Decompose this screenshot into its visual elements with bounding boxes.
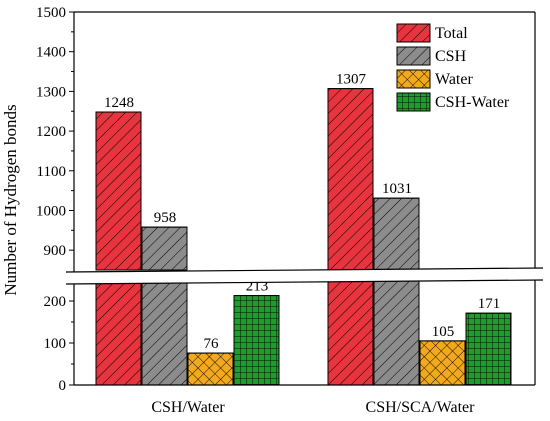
bar-pattern-csh-csh-sca-water-seg0 (373, 279, 420, 386)
bar-pattern-total-csh-water-seg0 (95, 279, 142, 386)
x-tick-label: CSH/Water (151, 399, 225, 416)
y-tick-label: 900 (44, 243, 67, 259)
legend-label-water: Water (435, 71, 473, 88)
data-label-csh-csh-water: 958 (154, 210, 177, 226)
bar-pattern-total-csh-sca-water-seg1 (327, 88, 374, 271)
y-tick-label: 1400 (36, 45, 66, 61)
bar-pattern-csh-water-csh-water (233, 295, 280, 386)
data-label-water-csh-water: 76 (204, 336, 220, 352)
y-tick-label: 1300 (36, 84, 66, 100)
legend-swatch-pattern-total (396, 23, 431, 43)
axis-break-line (65, 267, 544, 273)
legend: Total CSH Water CSH-Water (396, 23, 510, 112)
axis-break-band (66, 268, 543, 284)
y-tick-label: 0 (59, 378, 67, 394)
bar-pattern-csh-csh-sca-water-seg1 (373, 197, 420, 271)
data-label-csh-csh-sca-water: 1031 (382, 181, 412, 197)
legend-swatch-pattern-water (396, 69, 431, 89)
y-tick-label: 1100 (37, 164, 66, 180)
y-tick-label: 200 (44, 294, 67, 310)
legend-swatch-pattern-csh-water (396, 92, 431, 112)
bar-pattern-water-csh-sca-water (419, 340, 466, 386)
bar-pattern-csh-csh-water-seg1 (141, 226, 188, 271)
axis-break-line (65, 279, 544, 285)
y-tick-label: 100 (44, 336, 67, 352)
legend-label-csh-water: CSH-Water (435, 94, 510, 111)
axes-group: CSH/Water CSH/SCA/Water900100011001200130… (36, 5, 544, 416)
bar-pattern-total-csh-water-seg1 (95, 111, 142, 271)
bar-pattern-csh-csh-water-seg0 (141, 279, 188, 386)
data-label-total-csh-sca-water: 1307 (336, 72, 367, 88)
data-label-total-csh-water: 1248 (104, 95, 134, 111)
y-tick-label: 1500 (36, 5, 66, 21)
legend-swatch-pattern-csh (396, 46, 431, 66)
bar-pattern-total-csh-sca-water-seg0 (327, 279, 374, 386)
data-label-csh-water-csh-sca-water: 171 (478, 296, 501, 312)
y-tick-label: 1200 (36, 124, 66, 140)
legend-label-csh: CSH (435, 48, 467, 65)
bar-pattern-csh-water-csh-sca-water (465, 312, 512, 386)
data-label-water-csh-sca-water: 105 (432, 324, 455, 340)
x-tick-label: CSH/SCA/Water (366, 399, 476, 416)
bar-pattern-water-csh-water (187, 352, 234, 386)
y-axis-label: Number of Hydrogen bonds (1, 104, 20, 295)
y-tick-label: 1000 (36, 203, 66, 219)
legend-label-total: Total (435, 25, 468, 42)
